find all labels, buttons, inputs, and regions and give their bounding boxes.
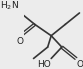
Text: O: O bbox=[77, 60, 83, 69]
Text: H$_2$N: H$_2$N bbox=[0, 0, 19, 12]
Text: O: O bbox=[17, 37, 23, 46]
Text: HO: HO bbox=[37, 60, 51, 69]
